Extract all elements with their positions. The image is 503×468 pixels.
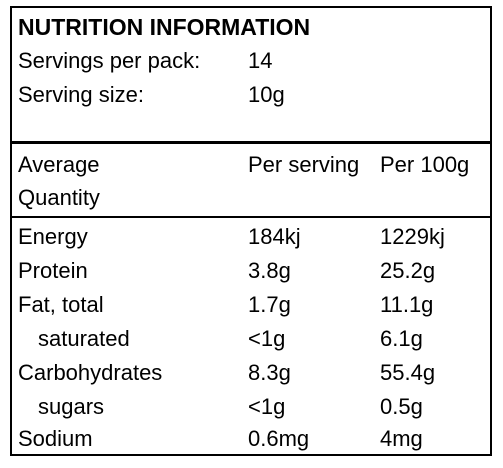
- section-divider: [12, 141, 490, 144]
- per-100g-value: 55.4g: [380, 360, 436, 385]
- per-serving-value: 3.8g: [248, 258, 291, 283]
- nutrient-name: Carbohydrates: [18, 360, 163, 385]
- per-serving-value: 0.6mg: [248, 426, 310, 451]
- table-row: Protein 3.8g 25.2g: [12, 254, 490, 288]
- per-serving-value: 1.7g: [248, 292, 291, 317]
- servings-per-pack-value: 14: [248, 48, 273, 73]
- nutrient-name: sugars: [38, 394, 105, 419]
- header-per-serving: Per serving: [248, 152, 360, 177]
- per-100g-value: 25.2g: [380, 258, 436, 283]
- per-100g-value: 11.1g: [380, 292, 434, 317]
- serving-size-row: Serving size: 10g: [12, 78, 490, 112]
- column-header-row-2: Quantity: [12, 181, 490, 215]
- table-row: saturated <1g 6.1g: [12, 322, 490, 356]
- servings-per-pack-row: Servings per pack: 14: [12, 44, 490, 78]
- nutrition-panel: NUTRITION INFORMATION Servings per pack:…: [10, 6, 492, 456]
- serving-size-label: Serving size:: [18, 82, 144, 107]
- nutrient-name: Sodium: [18, 426, 93, 451]
- servings-per-pack-label: Servings per pack:: [18, 48, 201, 73]
- serving-size-value: 10g: [248, 82, 285, 107]
- header-average: Average: [18, 152, 100, 177]
- per-100g-value: 4mg: [380, 426, 423, 451]
- nutrient-name: Energy: [18, 224, 88, 249]
- per-serving-value: <1g: [248, 326, 286, 351]
- nutrient-name: Protein: [18, 258, 88, 283]
- table-row: sugars <1g 0.5g: [12, 390, 490, 424]
- table-row: Fat, total 1.7g 11.1g: [12, 288, 490, 322]
- per-100g-value: 6.1g: [380, 326, 423, 351]
- table-row: Sodium 0.6mg 4mg: [12, 422, 490, 456]
- table-row: Carbohydrates 8.3g 55.4g: [12, 356, 490, 390]
- per-serving-value: 184kj: [248, 224, 301, 249]
- nutrient-name: saturated: [38, 326, 130, 351]
- per-serving-value: <1g: [248, 394, 286, 419]
- per-100g-value: 1229kj: [380, 224, 445, 249]
- per-serving-value: 8.3g: [248, 360, 291, 385]
- table-row: Energy 184kj 1229kj: [12, 220, 490, 254]
- header-divider: [12, 216, 490, 218]
- header-quantity: Quantity: [18, 185, 100, 210]
- column-header-row: Average Per serving Per 100g: [12, 148, 490, 182]
- title-row: NUTRITION INFORMATION: [12, 10, 490, 44]
- header-per-100g: Per 100g: [380, 152, 470, 177]
- nutrient-name: Fat, total: [18, 292, 104, 317]
- panel-title: NUTRITION INFORMATION: [18, 14, 311, 40]
- per-100g-value: 0.5g: [380, 394, 423, 419]
